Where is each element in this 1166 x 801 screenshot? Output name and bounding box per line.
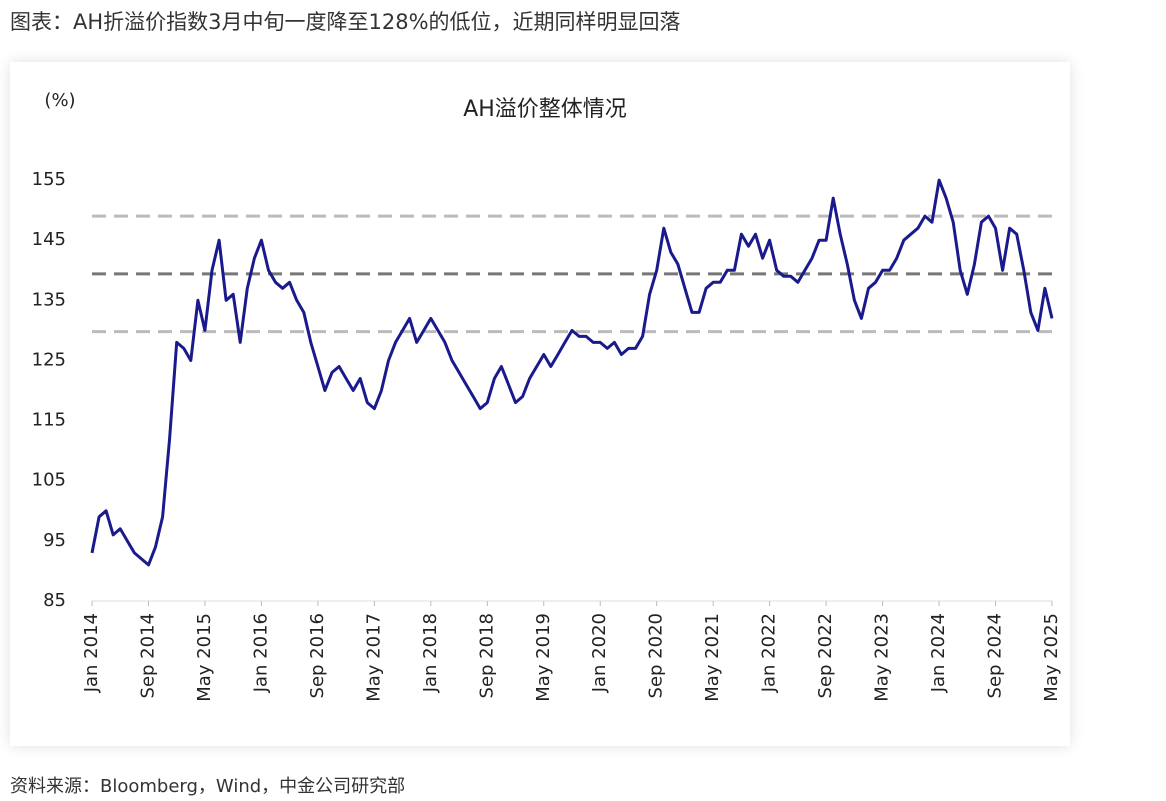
x-tick-label: May 2017 <box>363 613 384 702</box>
y-tick-label: 125 <box>32 349 66 370</box>
header-title: 图表：AH折溢价指数3月中旬一度降至128%的低位，近期同样明显回落 <box>10 10 681 34</box>
x-tick-label: Sep 2016 <box>307 613 328 698</box>
x-tick-label: May 2023 <box>872 613 893 702</box>
x-tick-label: Sep 2022 <box>815 613 836 698</box>
x-tick-label: Sep 2014 <box>137 613 158 698</box>
y-tick-label: 95 <box>43 530 66 551</box>
x-tick-label: Jan 2020 <box>589 613 610 693</box>
x-tick-label: Jan 2014 <box>81 613 102 693</box>
chart-card <box>10 62 1070 746</box>
y-tick-label: 105 <box>32 470 66 491</box>
x-tick-label: Sep 2018 <box>476 613 497 698</box>
x-tick-label: Sep 2020 <box>646 613 667 698</box>
x-tick-label: Jan 2022 <box>759 613 780 693</box>
x-tick-label: May 2025 <box>1041 613 1062 702</box>
footer-source: 资料来源：Bloomberg，Wind，中金公司研究部 <box>10 776 406 797</box>
y-unit: (%) <box>44 90 75 111</box>
x-tick-label: Sep 2024 <box>985 613 1006 698</box>
y-tick-label: 115 <box>32 410 66 431</box>
x-tick-label: Jan 2018 <box>420 613 441 693</box>
x-tick-label: May 2019 <box>533 613 554 702</box>
data-line <box>90 178 1054 567</box>
x-tick-label: Jan 2024 <box>928 613 949 693</box>
chart-title: AH溢价整体情况 <box>463 97 627 122</box>
x-tick-label: May 2021 <box>702 613 723 702</box>
y-tick-label: 85 <box>43 590 66 611</box>
x-tick-label: May 2015 <box>194 613 215 702</box>
x-tick-label: Jan 2016 <box>250 613 271 693</box>
y-tick-label: 145 <box>32 229 66 250</box>
y-tick-label: 135 <box>32 289 66 310</box>
y-tick-label: 155 <box>32 169 66 190</box>
